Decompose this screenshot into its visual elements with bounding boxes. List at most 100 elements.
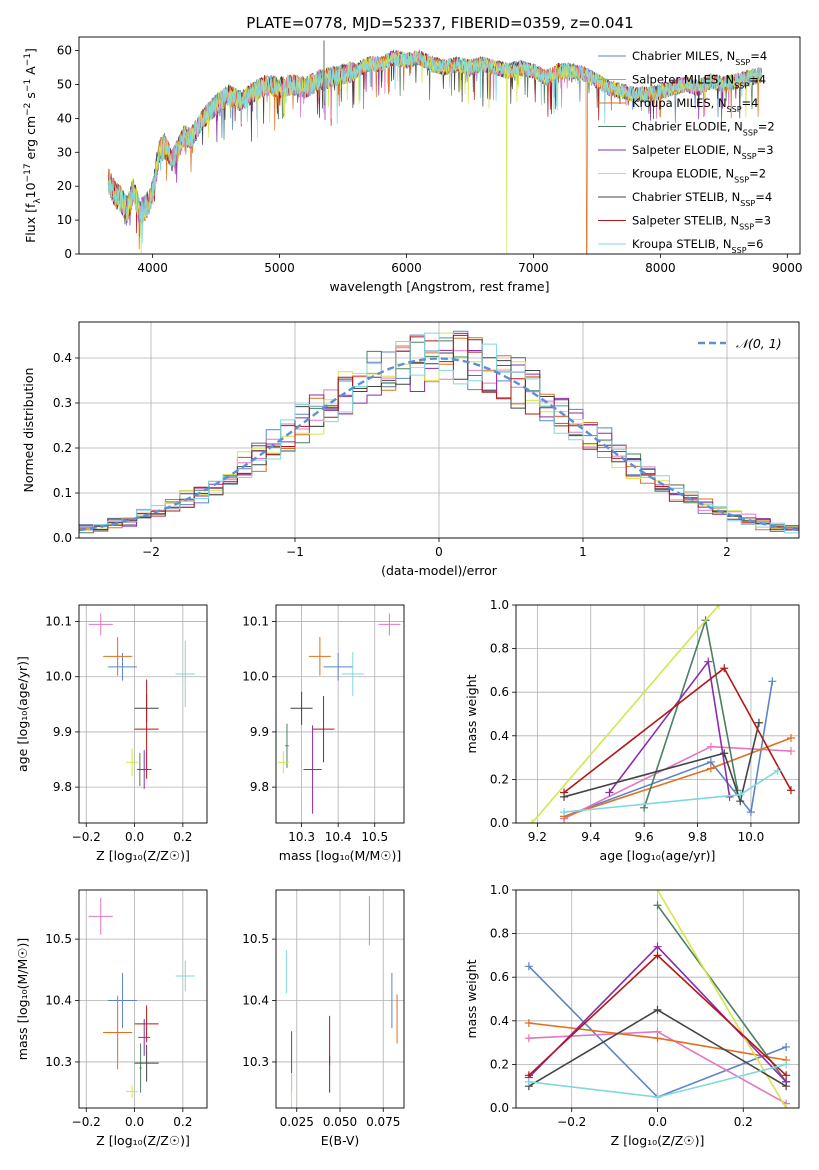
y-tick-label: 1.0 (490, 598, 509, 612)
weight-point-marker (725, 792, 734, 801)
x-axis-label: (data-model)/error (381, 563, 498, 578)
axes-frame (275, 604, 405, 824)
plot-area (88, 613, 195, 789)
y-tick-label: 10.3 (45, 1055, 72, 1069)
weight-point-marker (653, 890, 662, 894)
x-tick-label: 1 (579, 545, 587, 559)
y-tick-label: 0.4 (490, 1014, 509, 1028)
weight-point-marker (653, 1005, 662, 1014)
y-tick-label: 20 (57, 179, 72, 193)
mass-vs-metallicity-chart: −0.2 0.0 0.2 10.3 10.4 10.5 Z [log₁₀(Z/Z☉)] mas… (15, 889, 208, 1148)
y-tick-label: 0.4 (490, 729, 509, 743)
weight-series-line (563, 745, 792, 820)
spectrum-legend: Chabrier MILES, NSSP=4 Salpeter MILES, NS… (598, 49, 775, 255)
weight-point-marker (524, 962, 533, 971)
x-axis-label: Z [log₁₀(Z/Z☉)] (96, 848, 190, 863)
spectrum-chart: 4000 5000 6000 7000 8000 9000 0 10 20 30 40 50 60 wav… (23, 36, 803, 294)
legend-entry: Kroupa STELIB, NSSP=6 (632, 237, 763, 255)
weight-point-marker (706, 742, 715, 751)
x-tick-label: 10.5 (361, 830, 388, 844)
y-tick-label: 40 (57, 111, 72, 125)
axes-frame (515, 604, 800, 824)
y-tick-label: 10.5 (45, 932, 72, 946)
x-tick-label: 2 (723, 545, 731, 559)
weight-point-marker (782, 1071, 791, 1080)
plot-area (528, 605, 795, 823)
weight-point-marker (768, 677, 777, 686)
weight-series-line (656, 890, 787, 1108)
y-tick-label: 9.8 (250, 780, 269, 794)
y-axis-label: mass weight (464, 674, 479, 753)
weight-point-marker (746, 808, 755, 817)
x-axis-label: age [log₁₀(age/yr)] (600, 848, 716, 863)
y-tick-label: 10.4 (242, 994, 269, 1008)
weight-point-marker (754, 718, 763, 727)
x-axis-label: Z [log₁₀(Z/Z☉)] (611, 1133, 705, 1148)
weight-point-marker (560, 788, 569, 797)
axes-frame (515, 889, 800, 1109)
mass-weight-vs-age-chart: 9.2 9.4 9.6 9.8 10.0 0.0 0.2 0.4 0.6 0.8 1.0 age [l… (464, 598, 800, 863)
y-tick-label: 50 (57, 77, 72, 91)
y-tick-label: 9.8 (53, 780, 72, 794)
mass-vs-ebv-chart: 0.025 0.050 0.075 10.3 10.4 10.5 E(B-V) (242, 889, 405, 1148)
x-tick-label: 7000 (518, 261, 549, 275)
x-tick-label: 6000 (391, 261, 422, 275)
y-tick-label: 0.4 (53, 351, 72, 365)
weight-point-marker (714, 605, 723, 609)
mass-weight-vs-metallicity-chart: −0.2 0.0 0.2 0.0 0.2 0.4 0.6 0.8 1.0 Z [log₁₀(Z/Z… (464, 883, 800, 1148)
plot-area (79, 330, 799, 538)
x-axis-label: mass [log₁₀(M/M☉)] (279, 848, 401, 863)
y-tick-label: 0.8 (490, 642, 509, 656)
residual-histogram-chart: −2 −1 0 1 2 0.0 0.1 0.2 0.3 0.4 (data-model)/error… (21, 321, 800, 578)
y-tick-label: 0.1 (53, 486, 72, 500)
weight-point-marker (704, 657, 713, 666)
legend-entry: Chabrier ELODIE, NSSP=2 (632, 120, 775, 138)
x-tick-label: 10.4 (325, 830, 352, 844)
y-tick-label: 9.9 (53, 725, 72, 739)
x-tick-label: −0.2 (72, 1115, 101, 1129)
x-tick-label: 0.050 (323, 1115, 357, 1129)
plot-area (285, 896, 398, 1108)
age-vs-mass-chart: 10.3 10.4 10.5 9.8 9.9 10.0 10.1 mass [log₁₀(M/… (242, 604, 405, 863)
x-tick-label: 9.4 (581, 830, 600, 844)
plot-area (88, 897, 195, 1098)
x-tick-label: 0.0 (125, 830, 144, 844)
x-tick-label: 0.0 (648, 1115, 667, 1129)
y-axis-label: Flux [fλ10−17 erg cm−2 s−1 A−1] (23, 48, 43, 243)
x-tick-label: −1 (286, 545, 304, 559)
y-tick-label: 30 (57, 145, 72, 159)
plot-area (107, 40, 763, 254)
x-tick-label: −2 (142, 545, 160, 559)
y-tick-label: 0 (64, 247, 72, 261)
weight-point-marker (706, 764, 715, 773)
x-tick-label: 9000 (772, 261, 803, 275)
weight-point-marker (653, 951, 662, 960)
x-tick-label: 0.025 (280, 1115, 314, 1129)
weight-point-marker (605, 788, 614, 797)
normal-distribution-curve (79, 357, 799, 532)
x-tick-label: 9.6 (635, 830, 654, 844)
y-axis-label: mass weight (464, 959, 479, 1038)
y-axis-label: Normed distribution (21, 368, 36, 493)
weight-series-line (656, 904, 787, 1083)
y-tick-label: 0.2 (490, 772, 509, 786)
y-tick-label: 1.0 (490, 883, 509, 897)
y-tick-label: 0.3 (53, 396, 72, 410)
y-tick-label: 60 (57, 44, 72, 58)
weight-point-marker (782, 1060, 791, 1069)
y-tick-label: 0.6 (490, 970, 509, 984)
weight-series-line (563, 681, 774, 818)
axes-frame (78, 321, 800, 539)
axes-frame (78, 604, 208, 824)
y-tick-label: 0.6 (490, 685, 509, 699)
legend-entry: Chabrier STELIB, NSSP=4 (632, 190, 772, 208)
x-axis-label: wavelength [Angstrom, rest frame] (329, 279, 549, 294)
weight-point-marker (786, 733, 795, 742)
x-tick-label: 0.2 (173, 1115, 192, 1129)
weight-point-marker (782, 1104, 791, 1108)
legend-entry: Kroupa MILES, NSSP=4 (632, 96, 758, 114)
x-tick-label: 0.0 (125, 1115, 144, 1129)
legend-entry: 𝒩(0, 1) (736, 336, 782, 351)
y-tick-label: 0.0 (53, 531, 72, 545)
x-tick-label: 5000 (264, 261, 295, 275)
